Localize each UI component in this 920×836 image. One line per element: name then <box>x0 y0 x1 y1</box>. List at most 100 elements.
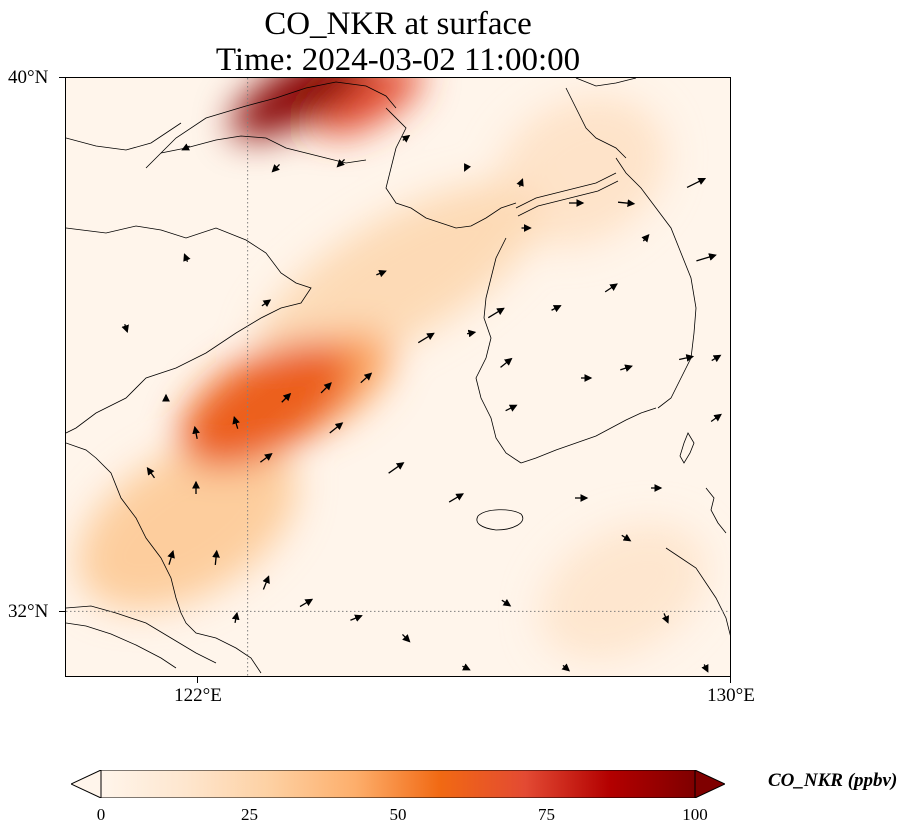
colorbar-tick-label: 0 <box>96 805 106 824</box>
wind-arrow <box>167 550 175 565</box>
colorbar <box>71 770 725 798</box>
wind-arrow <box>271 164 280 173</box>
bohai-west <box>66 122 182 151</box>
kyushu-coast <box>665 547 730 636</box>
korea-west-coast <box>475 237 522 464</box>
wind-arrow <box>661 613 669 624</box>
colorbar-tick-label: 25 <box>241 805 258 824</box>
lat-tick-40 <box>59 77 65 78</box>
colorbar-bar <box>71 770 725 798</box>
wind-vectors <box>121 134 722 673</box>
wind-arrow <box>192 425 200 440</box>
concentration-field <box>77 78 707 661</box>
wind-arrow <box>516 178 524 187</box>
plot-title-line-1: CO_NKR at surface <box>264 6 532 42</box>
map-canvas <box>66 78 730 676</box>
wind-arrow <box>376 269 387 278</box>
wind-arrow <box>388 462 405 474</box>
wind-arrow <box>262 575 270 590</box>
wind-arrow <box>641 234 650 243</box>
field-hotspot-yellow-sea-west-plume <box>180 341 352 468</box>
liaoning-korea-coast <box>385 107 517 229</box>
wind-arrow <box>232 416 240 429</box>
dmz-border-2 <box>517 180 619 217</box>
wind-arrow <box>711 354 722 363</box>
wind-arrow <box>696 253 717 262</box>
lon-tick-122 <box>197 677 198 683</box>
wind-arrow <box>360 372 373 384</box>
colorbar-max-extend <box>694 770 725 798</box>
wind-arrow <box>336 159 345 168</box>
wind-arrow <box>561 663 571 672</box>
lon-label-130: 130°E <box>707 685 755 706</box>
wind-arrow <box>710 413 722 423</box>
yangtze-estuary <box>66 605 217 664</box>
wind-arrow <box>500 357 513 368</box>
wind-arrow <box>621 533 632 542</box>
wind-arrow <box>679 354 695 362</box>
lat-tick-32 <box>59 611 65 612</box>
wind-arrow <box>181 143 190 151</box>
wind-arrow <box>466 329 477 338</box>
wind-arrow <box>617 199 636 208</box>
wind-arrow <box>686 177 707 189</box>
wind-arrow <box>261 299 272 308</box>
lon-tick-130 <box>730 677 731 683</box>
liaodong-coast <box>145 81 397 169</box>
graticule <box>66 78 730 676</box>
wind-arrow <box>320 382 332 394</box>
goto-islands <box>705 487 727 534</box>
colorbar-tick-label: 75 <box>538 805 555 824</box>
wind-arrow <box>620 364 633 372</box>
wind-arrow <box>505 404 518 412</box>
jeju-island <box>476 509 524 531</box>
shandong-peninsula <box>160 135 367 164</box>
wind-arrow <box>501 598 512 607</box>
korea-east-coast <box>615 157 697 409</box>
wind-arrow <box>260 453 273 463</box>
wind-arrow <box>183 253 191 262</box>
colorbar-gradient <box>100 770 696 798</box>
tsushima <box>679 432 695 464</box>
wind-arrow <box>350 614 363 622</box>
coastlines <box>66 78 730 674</box>
wind-arrow <box>464 163 472 172</box>
field-hotspot-north-bohai-plume <box>231 78 373 139</box>
map-panel <box>65 77 731 677</box>
wind-arrow <box>281 392 292 403</box>
wind-arrow <box>448 493 464 503</box>
wind-arrow <box>212 549 220 566</box>
china-coast-south <box>66 442 262 674</box>
wind-arrow <box>231 611 240 624</box>
plot-title-line-2: Time: 2024-03-02 11:00:00 <box>215 42 581 78</box>
wind-arrow <box>417 332 435 344</box>
colorbar-tick-label: 100 <box>682 805 708 824</box>
china-coastline <box>66 225 312 434</box>
north-korea-ne <box>575 78 637 87</box>
wind-arrow <box>462 663 471 671</box>
wind-arrow <box>299 598 314 608</box>
wind-arrow <box>701 664 709 673</box>
wind-arrow <box>401 134 411 143</box>
wind-arrow <box>402 634 411 643</box>
yangtze-estuary-south <box>66 622 177 669</box>
lon-label-122: 122°E <box>174 685 222 706</box>
field-hotspot-south-sea-band <box>539 522 707 661</box>
wind-arrow <box>551 305 562 313</box>
korea-south-coast <box>520 407 657 464</box>
field-hotspot-north-bohai-plume-east <box>315 78 423 135</box>
wind-arrow <box>487 307 505 319</box>
colorbar-min-extend <box>71 770 102 798</box>
dmz-border <box>515 172 617 209</box>
colorbar-label: CO_NKR (ppbv) <box>768 770 898 791</box>
lat-label-40: 40°N <box>8 67 49 88</box>
colorbar-tick-label: 50 <box>389 805 407 824</box>
north-korea-north <box>565 87 627 159</box>
wind-arrow <box>146 467 156 479</box>
lat-label-32: 32°N <box>8 601 49 622</box>
wind-arrow <box>329 422 344 434</box>
wind-arrow <box>121 323 129 334</box>
field-hotspot-diagonal-band-ne <box>257 182 541 374</box>
field-hotspot-diagonal-band-sw <box>77 439 297 610</box>
wind-arrow <box>604 283 618 293</box>
